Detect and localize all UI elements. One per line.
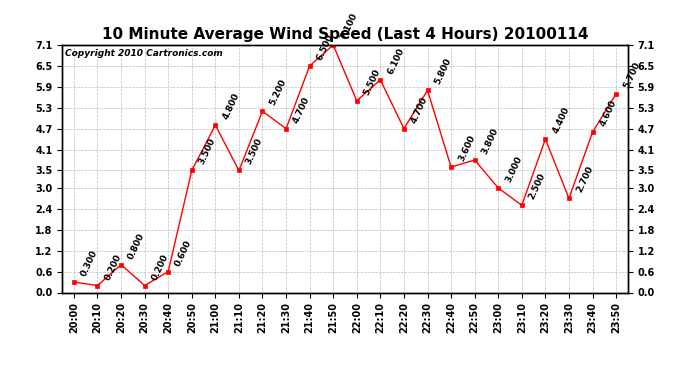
Text: 4.800: 4.800 [221,92,241,121]
Text: 5.700: 5.700 [622,60,642,90]
Text: 4.700: 4.700 [292,95,312,124]
Text: 3.500: 3.500 [197,137,217,166]
Text: 0.600: 0.600 [174,238,194,267]
Text: 2.700: 2.700 [575,165,595,194]
Text: 5.800: 5.800 [433,57,453,86]
Text: 3.600: 3.600 [457,134,477,163]
Text: 6.100: 6.100 [386,46,406,76]
Text: 0.300: 0.300 [79,249,99,278]
Text: 5.500: 5.500 [362,68,382,97]
Text: 5.200: 5.200 [268,78,288,107]
Text: 0.800: 0.800 [126,231,146,261]
Text: 4.700: 4.700 [409,95,430,124]
Text: 4.600: 4.600 [598,99,618,128]
Text: 7.100: 7.100 [339,11,359,41]
Text: 6.500: 6.500 [315,33,335,62]
Text: 4.400: 4.400 [551,105,571,135]
Title: 10 Minute Average Wind Speed (Last 4 Hours) 20100114: 10 Minute Average Wind Speed (Last 4 Hou… [101,27,589,42]
Text: 2.500: 2.500 [527,172,547,201]
Text: 0.200: 0.200 [150,252,170,281]
Text: 3.000: 3.000 [504,154,524,184]
Text: 0.200: 0.200 [103,252,123,281]
Text: 3.500: 3.500 [244,137,264,166]
Text: 3.800: 3.800 [480,127,500,156]
Text: Copyright 2010 Cartronics.com: Copyright 2010 Cartronics.com [65,49,223,58]
